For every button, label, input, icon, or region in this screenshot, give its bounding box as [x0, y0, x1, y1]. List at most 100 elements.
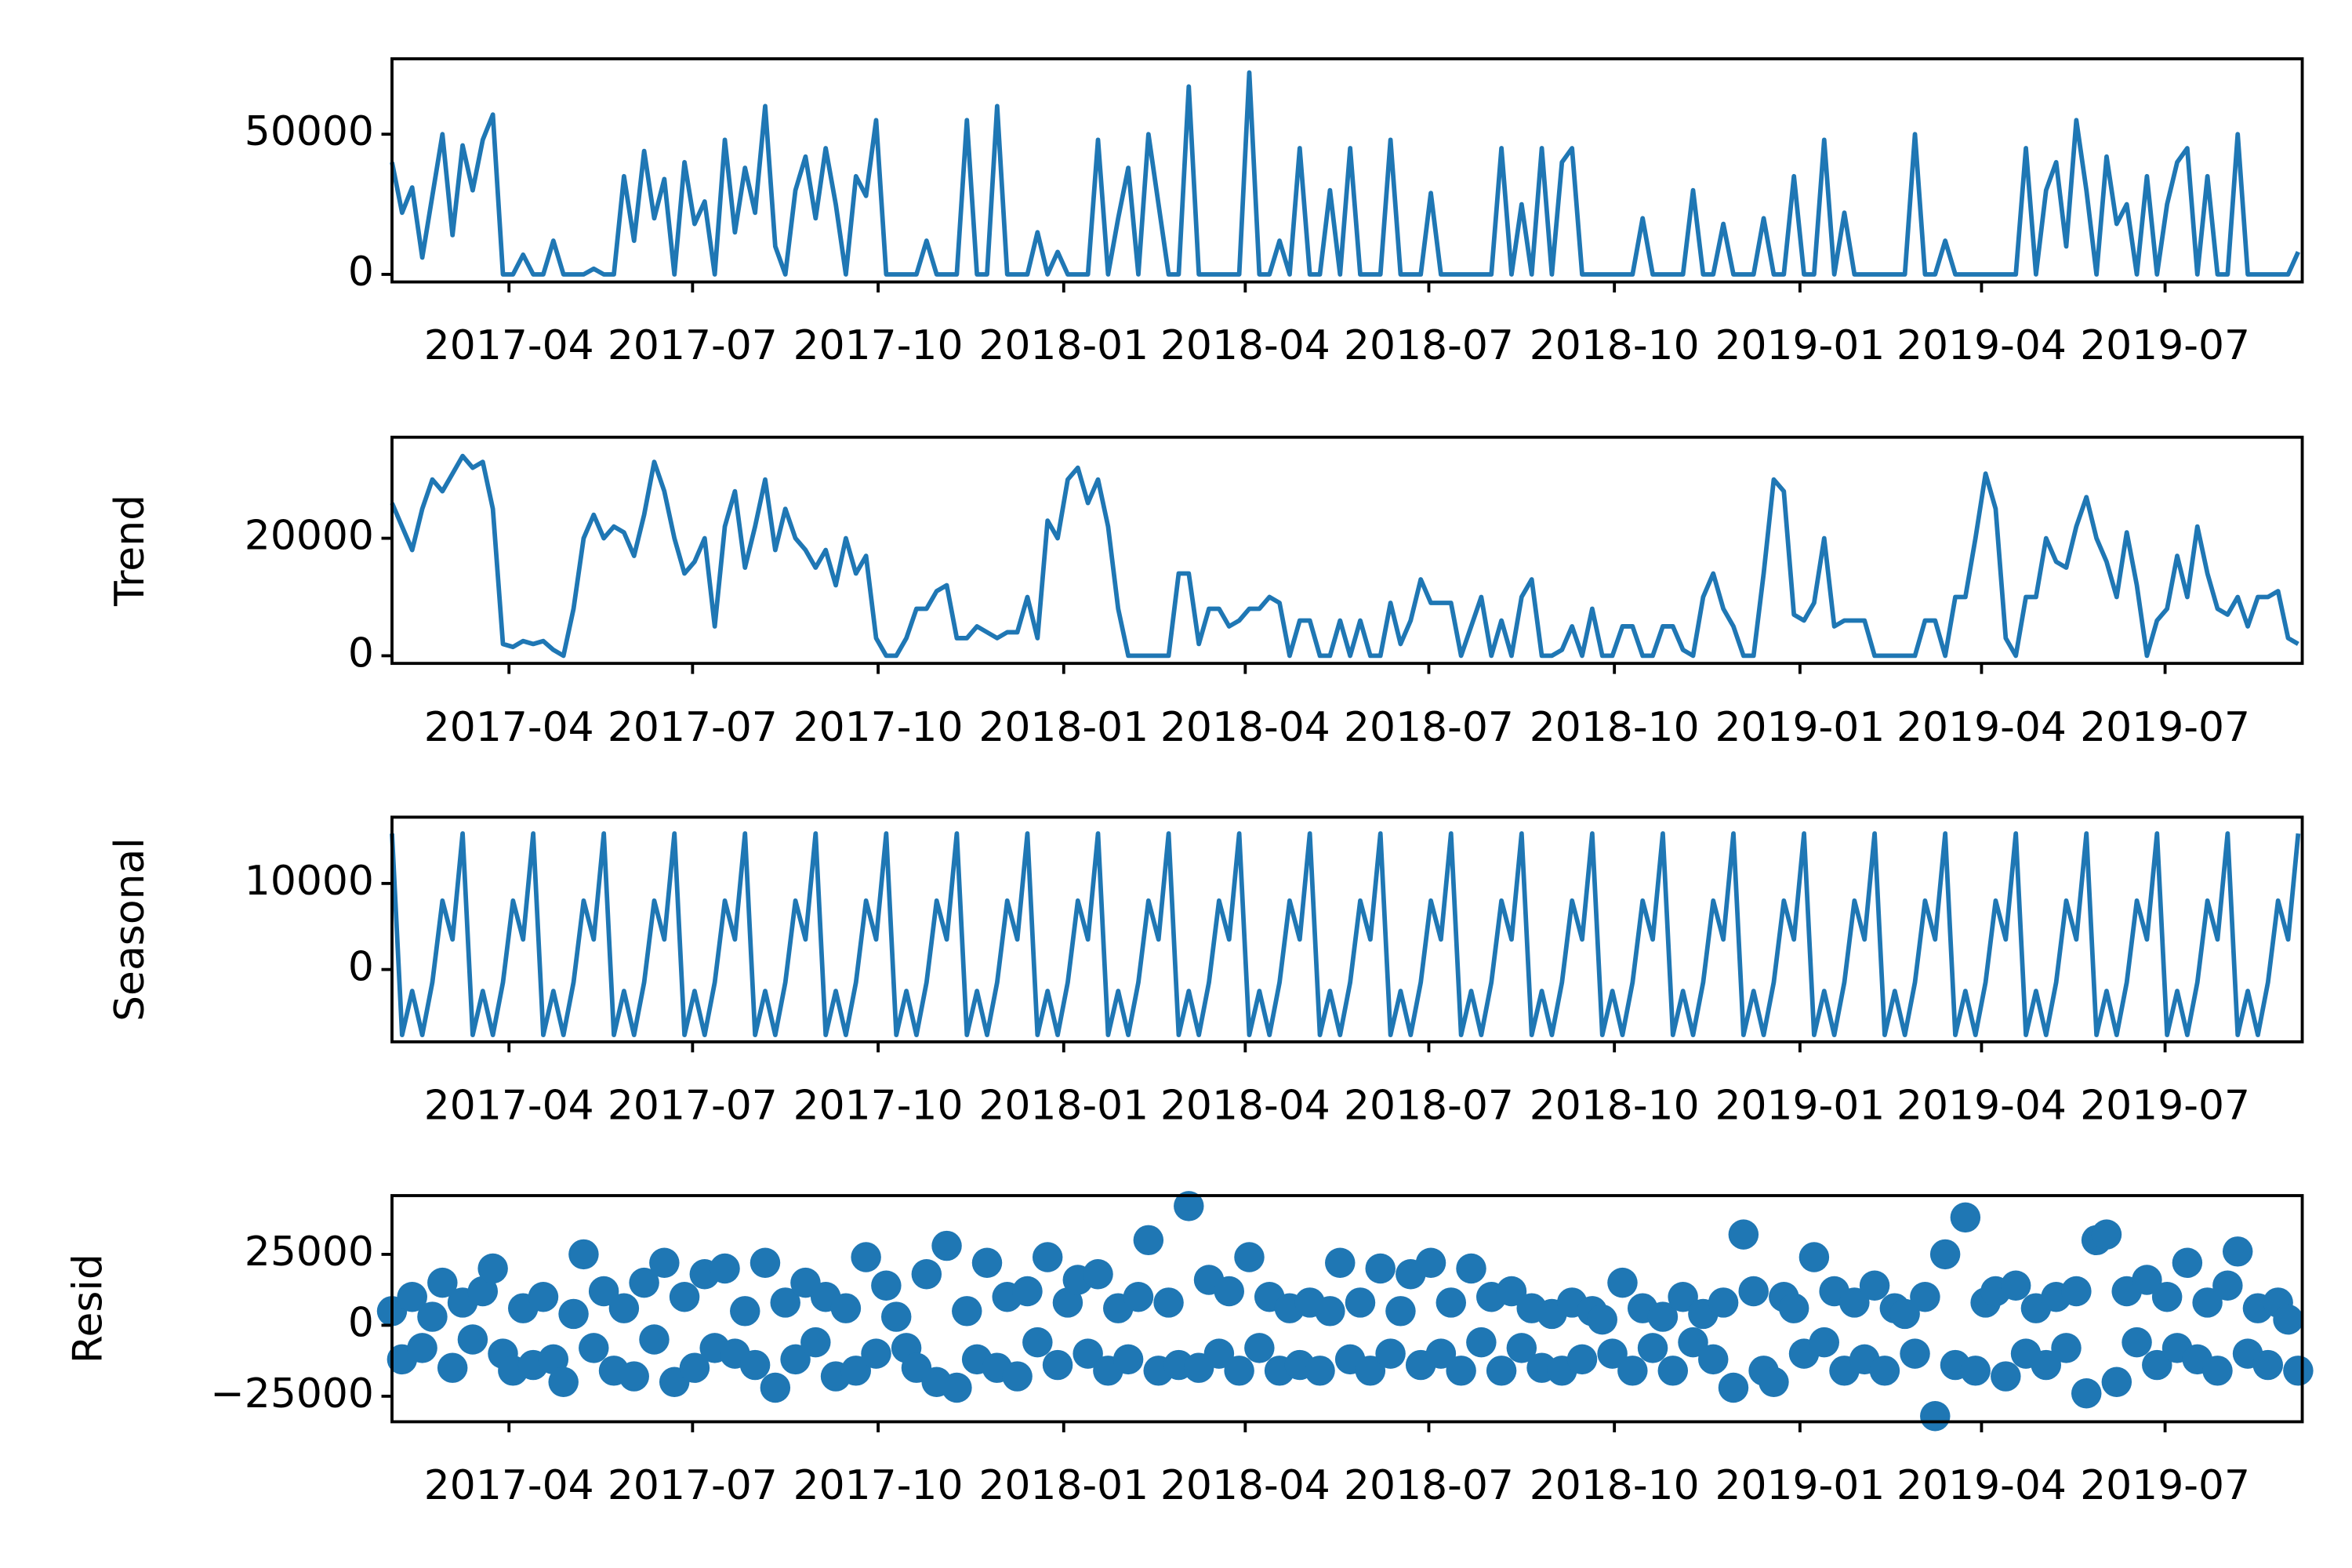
point	[1234, 1242, 1265, 1272]
x-tick-label: 2018-01	[978, 1462, 1149, 1509]
x-tick-label: 2019-07	[2080, 704, 2250, 751]
point	[911, 1259, 942, 1290]
point	[568, 1239, 599, 1270]
point	[1597, 1338, 1628, 1369]
x-tick-label: 2017-10	[793, 1462, 964, 1509]
point	[558, 1298, 589, 1330]
point	[2192, 1287, 2223, 1318]
y-axis-label: Trend	[107, 495, 154, 607]
x-tick-label: 2019-01	[1715, 1082, 1885, 1129]
point	[1566, 1344, 1598, 1375]
x-tick-label: 2019-07	[2080, 322, 2250, 369]
point	[457, 1324, 488, 1355]
point	[1637, 1333, 1668, 1363]
x-tick-label: 2017-10	[793, 1082, 964, 1129]
point	[800, 1327, 831, 1358]
y-tick-label: 0	[348, 630, 374, 677]
x-tick-label: 2018-07	[1344, 1082, 1514, 1129]
point	[407, 1333, 437, 1363]
x-tick-label: 2018-04	[1160, 1462, 1330, 1509]
point	[1456, 1253, 1486, 1284]
line	[390, 453, 2299, 659]
point	[971, 1247, 1003, 1279]
point	[669, 1281, 700, 1312]
point	[1415, 1247, 1446, 1279]
x-tick-label: 2018-04	[1160, 1082, 1330, 1129]
x-tick-label: 2017-10	[793, 704, 964, 751]
x-tick-label: 2018-10	[1530, 322, 1700, 369]
point	[1365, 1253, 1396, 1284]
x-tick-label: 2018-04	[1160, 322, 1330, 369]
y-tick-label: 0	[348, 1299, 374, 1346]
point	[1083, 1259, 1113, 1290]
point	[780, 1344, 811, 1375]
point	[931, 1230, 962, 1261]
x-tick-label: 2018-01	[978, 1082, 1149, 1129]
point	[1647, 1301, 1679, 1332]
y-tick-label: 50000	[245, 108, 374, 155]
y-tick-label: 20000	[245, 513, 374, 560]
point	[629, 1267, 659, 1298]
point	[840, 1356, 871, 1386]
point	[1718, 1372, 1749, 1403]
point	[2273, 1304, 2303, 1335]
x-tick-label: 2018-10	[1530, 704, 1700, 751]
x-tick-label: 2017-04	[424, 322, 594, 369]
point	[1425, 1338, 1457, 1369]
point	[851, 1242, 881, 1272]
point	[437, 1352, 468, 1383]
point	[1960, 1356, 1991, 1386]
x-tick-label: 2018-07	[1344, 322, 1514, 369]
x-tick-label: 2019-04	[1896, 704, 2067, 751]
point	[2091, 1219, 2122, 1250]
point	[1778, 1293, 1809, 1323]
point	[417, 1301, 448, 1332]
x-tick-label: 2017-04	[424, 1462, 594, 1509]
point	[1022, 1327, 1053, 1358]
point	[1032, 1242, 1063, 1272]
point	[1929, 1239, 1961, 1270]
y-tick-label: 0	[348, 944, 374, 991]
x-tick-label: 2019-04	[1896, 322, 2067, 369]
point	[1305, 1356, 1335, 1386]
point	[1617, 1356, 1648, 1386]
y-tick-label: 10000	[245, 858, 374, 905]
point	[1466, 1327, 1497, 1358]
point	[710, 1253, 740, 1284]
point	[1698, 1344, 1729, 1375]
x-tick-label: 2017-04	[424, 704, 594, 751]
point	[1859, 1270, 1890, 1301]
x-tick-label: 2019-01	[1715, 704, 1885, 751]
point	[1133, 1225, 1164, 1256]
y-tick-label: 25000	[245, 1229, 374, 1276]
y-axis-label: Seasonal	[107, 837, 154, 1022]
point	[2061, 1276, 2092, 1307]
point	[2283, 1356, 2314, 1386]
point	[548, 1367, 579, 1398]
point	[1839, 1287, 1870, 1318]
point	[2252, 1349, 2284, 1381]
point	[639, 1324, 670, 1355]
point	[942, 1372, 972, 1403]
point	[1012, 1276, 1043, 1307]
point	[679, 1352, 710, 1383]
y-tick-label: 0	[348, 249, 374, 296]
point	[730, 1296, 760, 1327]
point	[1355, 1356, 1386, 1386]
point	[1002, 1361, 1033, 1392]
point	[1920, 1400, 1951, 1432]
line	[390, 831, 2301, 1037]
point	[1657, 1356, 1689, 1386]
point	[2212, 1270, 2243, 1301]
x-tick-label: 2018-10	[1530, 1462, 1700, 1509]
point	[2202, 1356, 2233, 1386]
point	[1910, 1281, 1940, 1312]
point	[619, 1361, 649, 1392]
line	[390, 70, 2301, 277]
point	[1375, 1338, 1406, 1369]
point	[2151, 1281, 2183, 1312]
point	[477, 1253, 508, 1284]
point	[1325, 1247, 1356, 1279]
point	[427, 1267, 458, 1298]
